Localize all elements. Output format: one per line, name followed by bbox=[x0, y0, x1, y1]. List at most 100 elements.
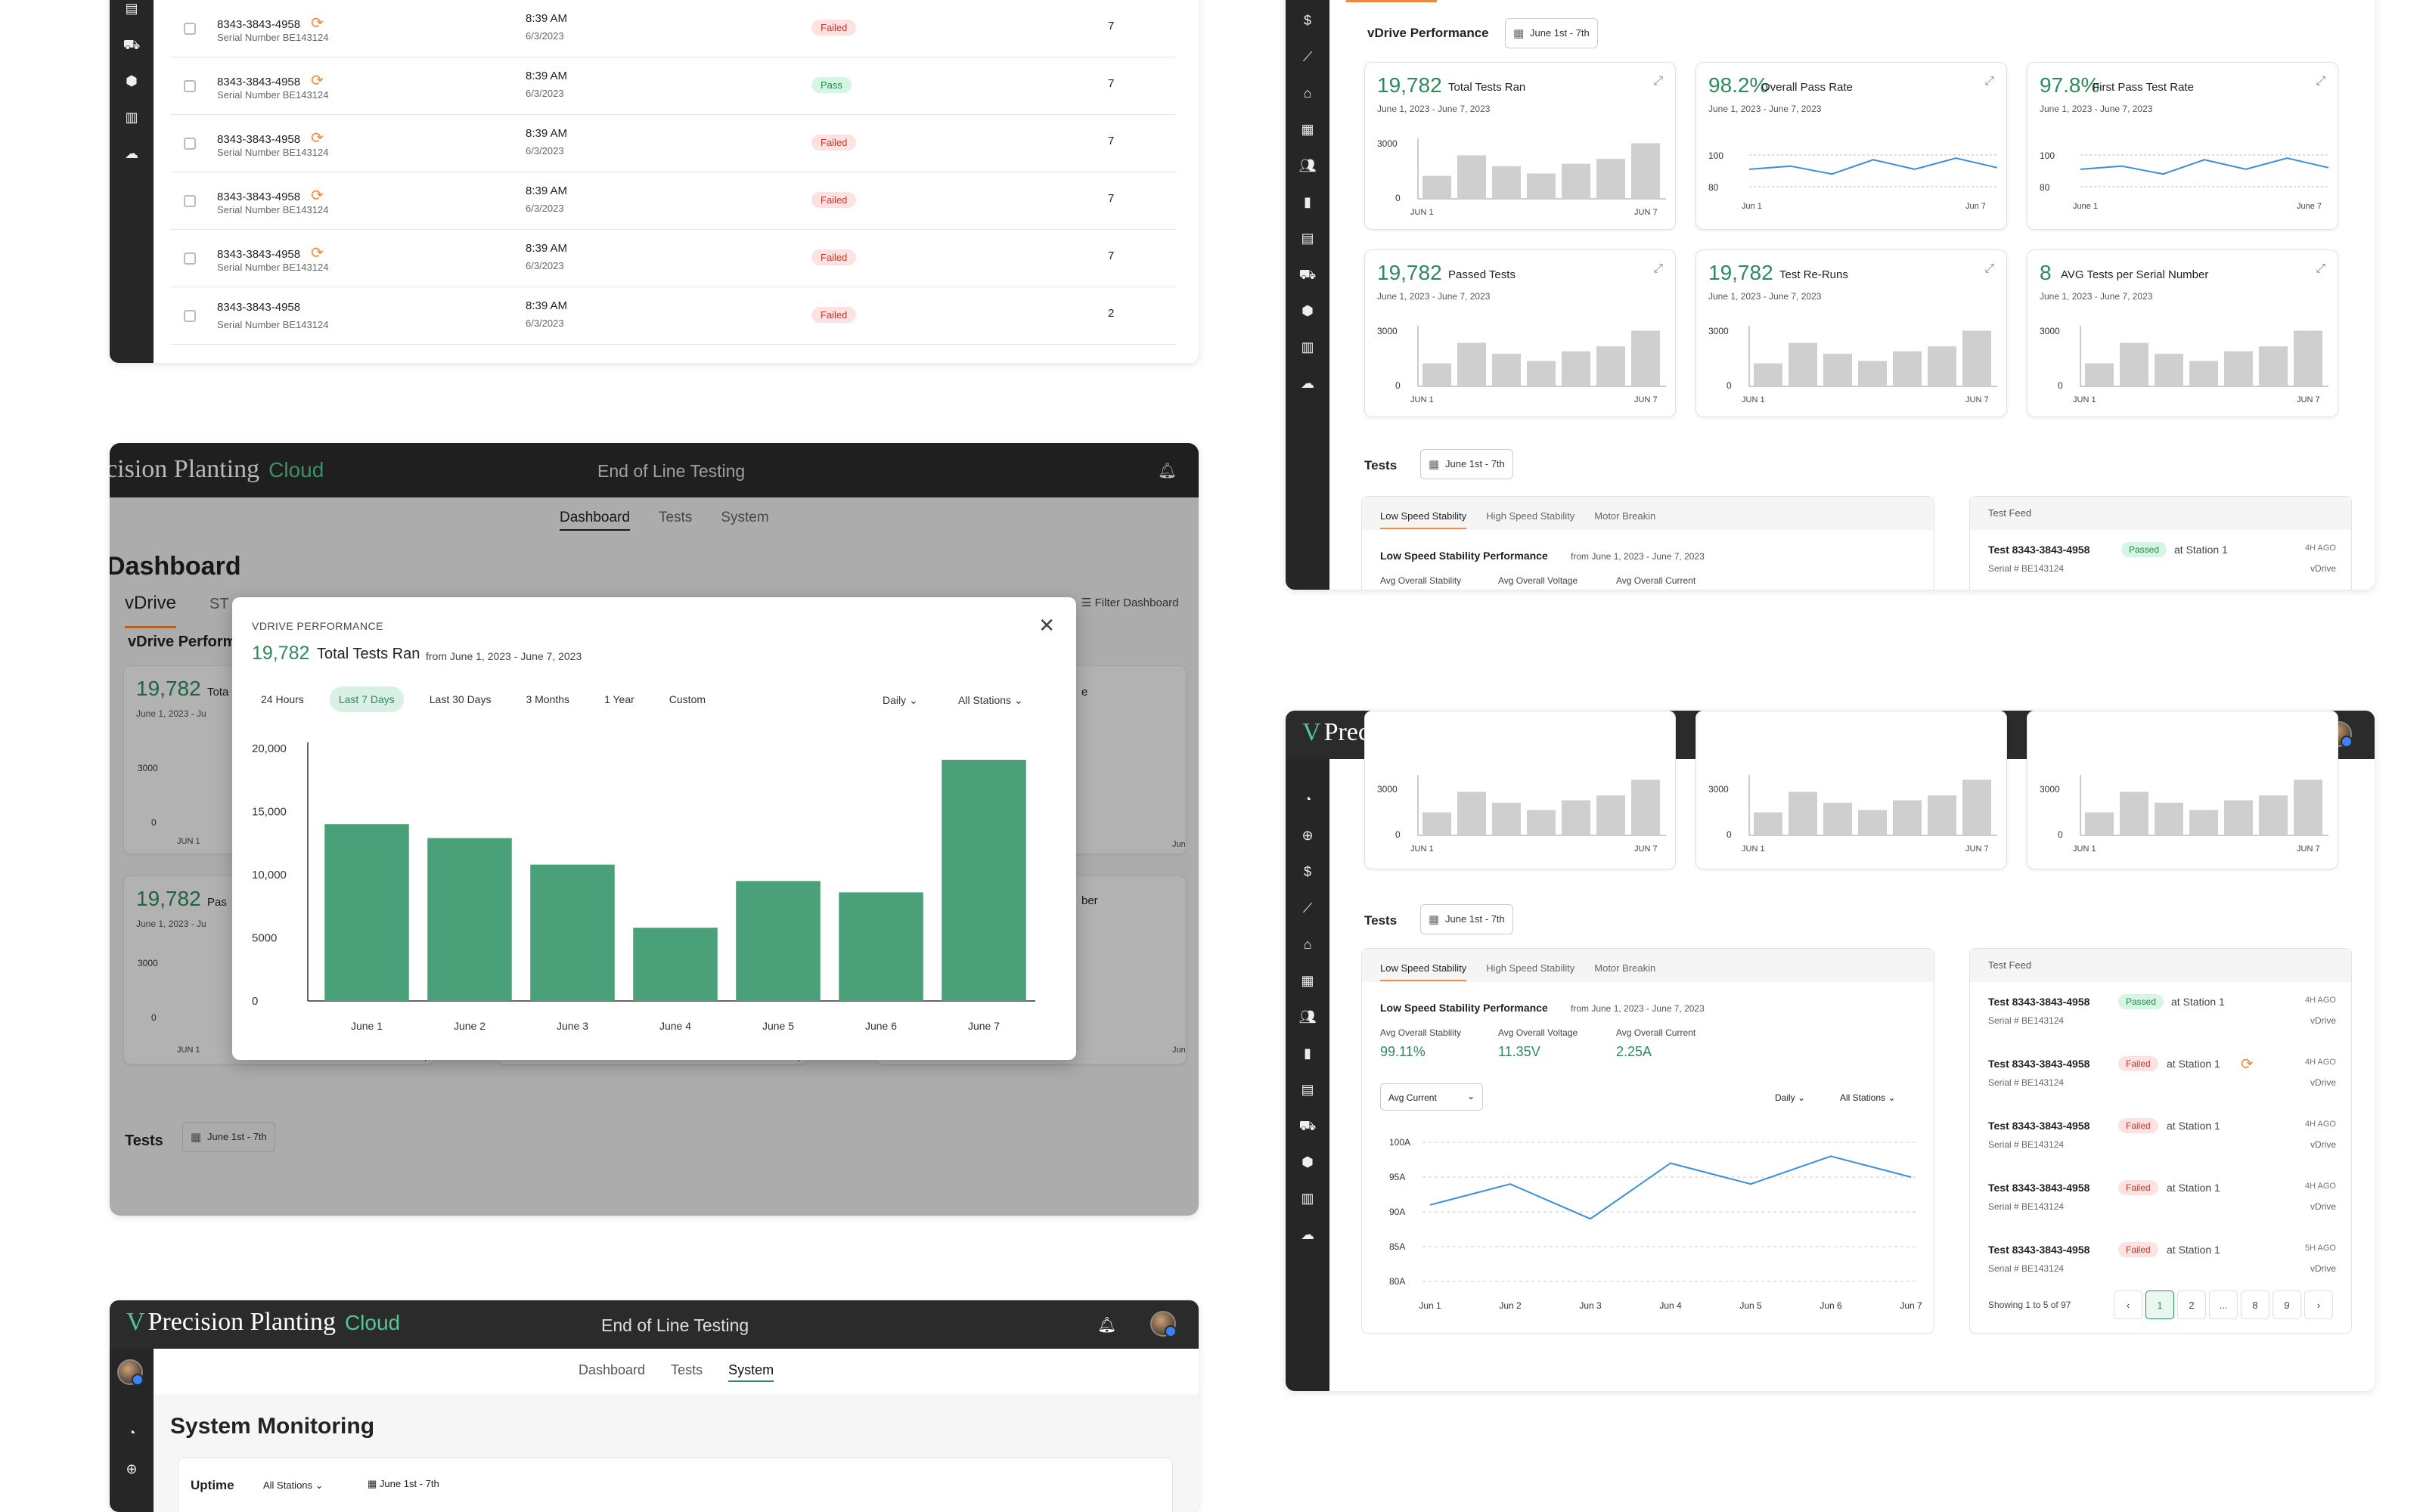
calendar-icon[interactable]: ▦ bbox=[1301, 122, 1314, 137]
cube-icon[interactable]: ⬢ bbox=[126, 73, 138, 88]
prev-page-button[interactable]: ‹ bbox=[2114, 1290, 2142, 1319]
page-button[interactable]: 8 bbox=[2241, 1290, 2269, 1319]
cloud-icon[interactable]: ☁ bbox=[1301, 1227, 1314, 1242]
metric-select[interactable]: Avg Current ⌄ bbox=[1380, 1083, 1483, 1111]
tab-low-speed-stability[interactable]: Low Speed Stability bbox=[1380, 510, 1467, 529]
feed-item[interactable]: Test 8343-3843-4958 Passed at Station 1 4H … bbox=[1988, 994, 2336, 1041]
time-filter-button[interactable]: 1 Year bbox=[604, 693, 634, 705]
date-chip[interactable]: June 1st - 7th bbox=[1505, 18, 1598, 48]
nav-system[interactable]: System bbox=[721, 510, 769, 525]
row-checkbox[interactable] bbox=[184, 253, 196, 265]
kpi-card[interactable]: 19,782 Passed Tests June 1, 2023 - June 7,… bbox=[1364, 249, 1676, 417]
tab-low-speed-stability[interactable]: Low Speed Stability bbox=[1380, 962, 1467, 981]
dollar-icon[interactable]: $ bbox=[1303, 864, 1311, 879]
page-button[interactable]: 1 bbox=[2145, 1290, 2174, 1319]
clipboard-icon[interactable]: ▮ bbox=[1304, 194, 1311, 209]
globe-icon[interactable]: ⊕ bbox=[126, 1461, 138, 1476]
page-button[interactable]: 9 bbox=[2273, 1290, 2301, 1319]
bar[interactable] bbox=[736, 881, 821, 1001]
graduation-icon[interactable]: ⌂ bbox=[1303, 937, 1312, 952]
kpi-card[interactable]: 3000 0 JUN 1 JUN 7 bbox=[2027, 711, 2338, 869]
tab-vdrive[interactable]: vDrive bbox=[125, 593, 177, 628]
bar[interactable] bbox=[530, 864, 615, 1001]
time-filter-button[interactable]: 24 Hours bbox=[261, 693, 304, 705]
refresh-icon[interactable]: ⟳ bbox=[311, 187, 324, 204]
tab-high-speed-stability[interactable]: High Speed Stability bbox=[1486, 510, 1575, 522]
cube-icon[interactable]: ⬢ bbox=[1301, 1154, 1314, 1170]
bar[interactable] bbox=[633, 928, 718, 1001]
users-icon[interactable]: 👥︎ bbox=[1298, 158, 1317, 173]
refresh-icon[interactable]: ⟳ bbox=[311, 245, 324, 262]
kpi-card[interactable]: 3000 0 JUN 1 JUN 7 bbox=[1695, 711, 2007, 869]
bell-icon[interactable]: 🔔︎ bbox=[1158, 463, 1177, 479]
table-row[interactable]: 8343-3843-4958 Serial Number BE143124 8:39… bbox=[170, 287, 1176, 345]
date-range[interactable]: ▦ June 1st - 7th bbox=[368, 1478, 439, 1489]
bar[interactable] bbox=[942, 760, 1026, 1001]
row-checkbox[interactable] bbox=[184, 23, 196, 35]
stations-select[interactable]: All Stations ⌄ bbox=[263, 1479, 324, 1491]
avatar[interactable] bbox=[117, 1359, 144, 1386]
speedometer-icon[interactable]: ◔ bbox=[127, 1425, 136, 1440]
interval-select[interactable]: Daily ⌄ bbox=[883, 694, 918, 706]
refresh-icon[interactable]: ⟳ bbox=[311, 15, 324, 32]
nav-system[interactable]: System bbox=[728, 1362, 774, 1382]
speedometer-icon[interactable]: ◔ bbox=[1303, 792, 1312, 807]
expand-icon[interactable]: ⤢ bbox=[2316, 75, 2325, 88]
stations-select[interactable]: All Stations ⌄ bbox=[958, 694, 1023, 706]
store-icon[interactable]: ▥ bbox=[125, 110, 138, 125]
feed-item[interactable]: Test 8343-3843-4958 Passed at Station 1 … bbox=[1988, 542, 2336, 574]
document-icon[interactable]: ▤ bbox=[1301, 1082, 1314, 1097]
cube-icon[interactable]: ⬢ bbox=[1301, 303, 1314, 318]
refresh-icon[interactable]: ⟳ bbox=[311, 130, 324, 147]
time-filter-button[interactable]: Last 30 Days bbox=[429, 693, 492, 705]
table-row[interactable]: 8343-3843-4958 ⟳ Serial Number BE143124 8:3… bbox=[170, 115, 1176, 172]
tests-date-chip[interactable]: June 1st - 7th bbox=[1420, 449, 1513, 479]
kpi-card[interactable]: 19,782 Total Tests Ran June 1, 2023 - June… bbox=[1364, 62, 1676, 230]
nav-dashboard[interactable]: Dashboard bbox=[560, 510, 630, 531]
tab-motor-breakin[interactable]: Motor Breakin bbox=[1594, 510, 1656, 522]
expand-icon[interactable]: ⤢ bbox=[1653, 75, 1663, 88]
table-row[interactable]: 8343-3843-4958 ⟳ Serial Number BE143124 8:3… bbox=[170, 172, 1176, 230]
tab-high-speed-stability[interactable]: High Speed Stability bbox=[1486, 962, 1575, 974]
stations-select[interactable]: All Stations ⌄ bbox=[1840, 1092, 1896, 1103]
row-checkbox[interactable] bbox=[184, 80, 196, 92]
truck-icon[interactable]: ⛟ bbox=[1298, 1118, 1317, 1133]
close-icon[interactable]: ✕ bbox=[1038, 614, 1055, 637]
refresh-icon[interactable]: ⟳ bbox=[311, 73, 324, 89]
dollar-icon[interactable]: $ bbox=[1303, 13, 1311, 28]
kpi-card[interactable]: 97.8% First Pass Test Rate June 1, 2023 - … bbox=[2027, 62, 2338, 230]
kpi-card[interactable]: 98.2% Overall Pass Rate June 1, 2023 - Jun… bbox=[1695, 62, 2007, 230]
nav-tests[interactable]: Tests bbox=[658, 510, 693, 525]
table-row[interactable]: 8343-3843-4958 ⟳ Serial Number BE143124 8:3… bbox=[170, 57, 1176, 115]
bar[interactable] bbox=[839, 892, 923, 1001]
truck-icon[interactable]: ⛟ bbox=[1298, 267, 1317, 282]
table-row[interactable]: 8343-3843-4958 ⟳ Serial Number BE143124 8:3… bbox=[170, 0, 1176, 57]
expand-icon[interactable]: ⤢ bbox=[1984, 262, 1994, 275]
truck-icon[interactable]: ⛟ bbox=[123, 37, 141, 52]
nav-dashboard[interactable]: Dashboard bbox=[579, 1362, 646, 1377]
feed-item[interactable]: Test 8343-3843-4958 Failed at Station 1 4H … bbox=[1988, 1118, 2336, 1165]
feed-item[interactable]: Test 8343-3843-4958 Failed at Station 1 5H … bbox=[1988, 1242, 2336, 1289]
tests-date-chip[interactable]: June 1st - 7th bbox=[182, 1122, 275, 1152]
time-filter-button[interactable]: 3 Months bbox=[526, 693, 570, 705]
table-row[interactable]: 8343-3843-4958 ⟳ Serial Number BE143124 8:3… bbox=[170, 230, 1176, 287]
document-icon[interactable]: ▤ bbox=[1301, 231, 1314, 246]
tab-st[interactable]: ST bbox=[209, 596, 229, 612]
cloud-icon[interactable]: ☁ bbox=[125, 146, 138, 161]
document-icon[interactable]: ▤ bbox=[125, 1, 138, 16]
expand-icon[interactable]: ⤢ bbox=[1653, 262, 1663, 275]
expand-icon[interactable]: ⤢ bbox=[1984, 75, 1994, 88]
tests-date-chip[interactable]: June 1st - 7th bbox=[1420, 904, 1513, 934]
trend-icon[interactable]: ⟋ bbox=[1302, 900, 1313, 916]
feed-item[interactable]: Test 8343-3843-4958 Failed at Station 1 ⟳ 4H… bbox=[1988, 1056, 2336, 1103]
calendar-icon[interactable]: ▦ bbox=[1301, 973, 1314, 988]
users-icon[interactable]: 👥︎ bbox=[1298, 1009, 1317, 1024]
feed-item[interactable]: Test 8343-3843-4958 Failed at Station 1 4H … bbox=[1988, 1180, 2336, 1227]
clipboard-icon[interactable]: ▮ bbox=[1304, 1046, 1311, 1061]
trend-icon[interactable]: ⟋ bbox=[1302, 49, 1313, 64]
store-icon[interactable]: ▥ bbox=[1301, 1191, 1314, 1206]
time-filter-button[interactable]: Last 7 Days bbox=[329, 686, 404, 712]
expand-icon[interactable]: ⤢ bbox=[2316, 262, 2325, 275]
interval-select[interactable]: Daily ⌄ bbox=[1775, 1092, 1806, 1103]
kpi-card[interactable]: 3000 0 JUN 1 JUN 7 bbox=[1364, 711, 1676, 869]
